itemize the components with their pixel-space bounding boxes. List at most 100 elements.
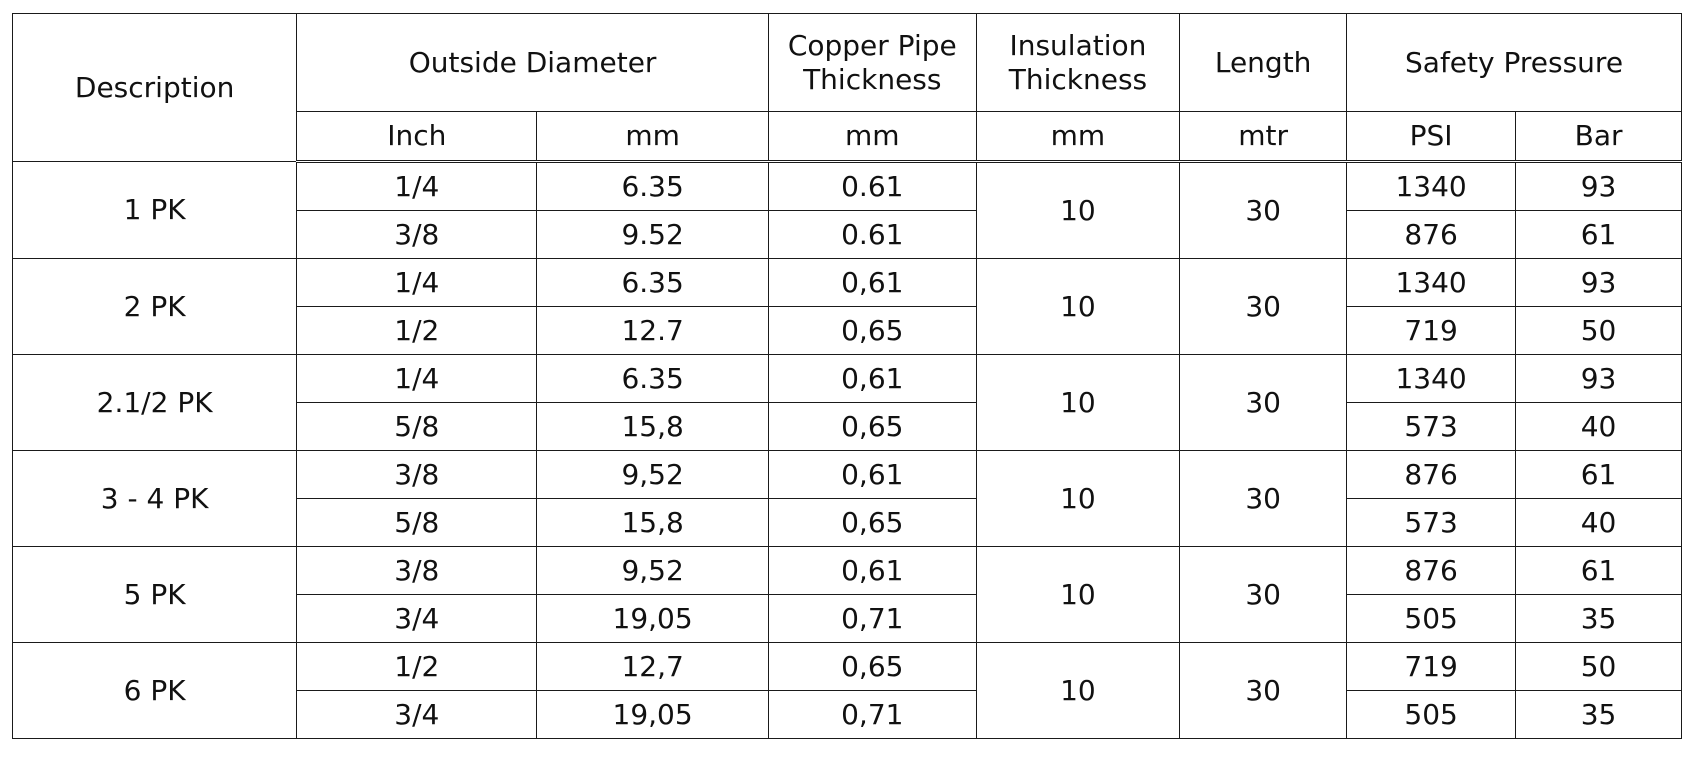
bar-cell: 93	[1515, 258, 1682, 307]
length-cell: 30	[1179, 642, 1348, 739]
insulation-cell: 10	[975, 354, 1181, 451]
inch-cell: 3/8	[296, 210, 538, 259]
copper-cell: 0,65	[767, 402, 977, 451]
mm-cell: 6.35	[536, 161, 769, 211]
pipe-spec-table: Description Outside Diameter Copper Pipe…	[11, 13, 1682, 739]
copper-cell: 0,61	[767, 258, 977, 307]
inch-cell: 1/4	[296, 354, 538, 403]
table-body: 1 PK 1/4 6.35 0.61 10 30 1340 93 3/8 9.5…	[11, 161, 1682, 739]
description-cell: 3 - 4 PK	[11, 450, 298, 547]
mm-cell: 12.7	[536, 306, 769, 355]
unit-od-mm: mm	[536, 111, 769, 163]
mm-cell: 9,52	[536, 546, 769, 595]
outside-diameter-header: Outside Diameter	[296, 13, 769, 112]
table-row: 5/8 15,8 0,65 573 40	[13, 498, 1682, 547]
unit-psi: PSI	[1346, 111, 1517, 163]
copper-cell: 0.61	[767, 161, 977, 211]
bar-cell: 61	[1515, 210, 1682, 259]
description-cell: 2 PK	[11, 258, 298, 355]
table-header: Description Outside Diameter Copper Pipe…	[11, 13, 1682, 163]
insulation-thickness-header: Insulation Thickness	[975, 13, 1181, 112]
description-header-label: Description	[74, 70, 235, 104]
length-header: Length	[1179, 13, 1348, 112]
inch-cell: 3/8	[296, 546, 538, 595]
copper-thickness-header: Copper Pipe Thickness	[767, 13, 977, 112]
inch-cell: 3/4	[296, 690, 538, 739]
bar-cell: 93	[1515, 161, 1682, 211]
safety-pressure-header: Safety Pressure	[1346, 13, 1682, 112]
length-header-label: Length	[1214, 45, 1312, 79]
mm-cell: 15,8	[536, 402, 769, 451]
inch-cell: 5/8	[296, 498, 538, 547]
psi-cell: 1340	[1346, 354, 1517, 403]
safety-pressure-header-label: Safety Pressure	[1405, 45, 1624, 79]
bar-cell: 40	[1515, 402, 1682, 451]
table-row: 5/8 15,8 0,65 573 40	[13, 402, 1682, 451]
copper-cell: 0,61	[767, 354, 977, 403]
length-cell: 30	[1179, 161, 1348, 259]
copper-thickness-header-line1: Copper Pipe	[787, 28, 957, 62]
inch-cell: 1/4	[296, 258, 538, 307]
copper-cell: 0,71	[767, 594, 977, 643]
psi-cell: 876	[1346, 450, 1517, 499]
unit-insulation-mm: mm	[975, 111, 1181, 163]
table-row: 3/4 19,05 0,71 505 35	[13, 690, 1682, 739]
insulation-thickness-header-line2: Thickness	[1008, 62, 1148, 96]
length-cell: 30	[1179, 258, 1348, 355]
description-header: Description	[11, 13, 298, 162]
description-cell: 6 PK	[11, 642, 298, 739]
bar-cell: 50	[1515, 642, 1682, 691]
psi-cell: 573	[1346, 498, 1517, 547]
copper-cell: 0,61	[767, 546, 977, 595]
unit-bar: Bar	[1515, 111, 1682, 163]
insulation-cell: 10	[975, 642, 1181, 739]
copper-cell: 0,65	[767, 642, 977, 691]
inch-cell: 1/2	[296, 306, 538, 355]
insulation-thickness-header-line1: Insulation	[1009, 28, 1147, 62]
unit-copper-mm: mm	[767, 111, 977, 163]
length-cell: 30	[1179, 354, 1348, 451]
psi-cell: 505	[1346, 594, 1517, 643]
description-cell: 2.1/2 PK	[11, 354, 298, 451]
mm-cell: 6.35	[536, 354, 769, 403]
mm-cell: 19,05	[536, 594, 769, 643]
unit-length-mtr: mtr	[1179, 111, 1348, 163]
bar-cell: 35	[1515, 690, 1682, 739]
table-row: 1 PK 1/4 6.35 0.61 10 30 1340 93	[11, 161, 1682, 259]
table-row: 6 PK 1/2 12,7 0,65 10 30 719 50	[11, 642, 1682, 739]
bar-cell: 61	[1515, 450, 1682, 499]
psi-cell: 719	[1346, 306, 1517, 355]
psi-cell: 573	[1346, 402, 1517, 451]
psi-cell: 876	[1346, 546, 1517, 595]
mm-cell: 19,05	[536, 690, 769, 739]
inch-cell: 1/2	[296, 642, 538, 691]
copper-cell: 0,65	[767, 498, 977, 547]
psi-cell: 719	[1346, 642, 1517, 691]
length-cell: 30	[1179, 450, 1348, 547]
insulation-cell: 10	[975, 161, 1181, 259]
insulation-cell: 10	[975, 546, 1181, 643]
outside-diameter-header-label: Outside Diameter	[408, 45, 657, 79]
insulation-cell: 10	[975, 450, 1181, 547]
table-row: 2 PK 1/4 6.35 0,61 10 30 1340 93	[11, 258, 1682, 355]
psi-cell: 1340	[1346, 258, 1517, 307]
psi-cell: 505	[1346, 690, 1517, 739]
inch-cell: 1/4	[296, 161, 538, 211]
copper-thickness-header-line2: Thickness	[803, 62, 942, 96]
psi-cell: 876	[1346, 210, 1517, 259]
mm-cell: 9,52	[536, 450, 769, 499]
insulation-cell: 10	[975, 258, 1181, 355]
table-row: 2.1/2 PK 1/4 6.35 0,61 10 30 1340 93	[11, 354, 1682, 451]
bar-cell: 93	[1515, 354, 1682, 403]
table-row: 5 PK 3/8 9,52 0,61 10 30 876 61	[11, 546, 1682, 643]
copper-cell: 0,71	[767, 690, 977, 739]
unit-inch: Inch	[296, 111, 538, 163]
bar-cell: 61	[1515, 546, 1682, 595]
table-row: 3/4 19,05 0,71 505 35	[13, 594, 1682, 643]
mm-cell: 9.52	[536, 210, 769, 259]
inch-cell: 3/4	[296, 594, 538, 643]
table-row: 3 - 4 PK 3/8 9,52 0,61 10 30 876 61	[11, 450, 1682, 547]
length-cell: 30	[1179, 546, 1348, 643]
mm-cell: 12,7	[536, 642, 769, 691]
bar-cell: 40	[1515, 498, 1682, 547]
